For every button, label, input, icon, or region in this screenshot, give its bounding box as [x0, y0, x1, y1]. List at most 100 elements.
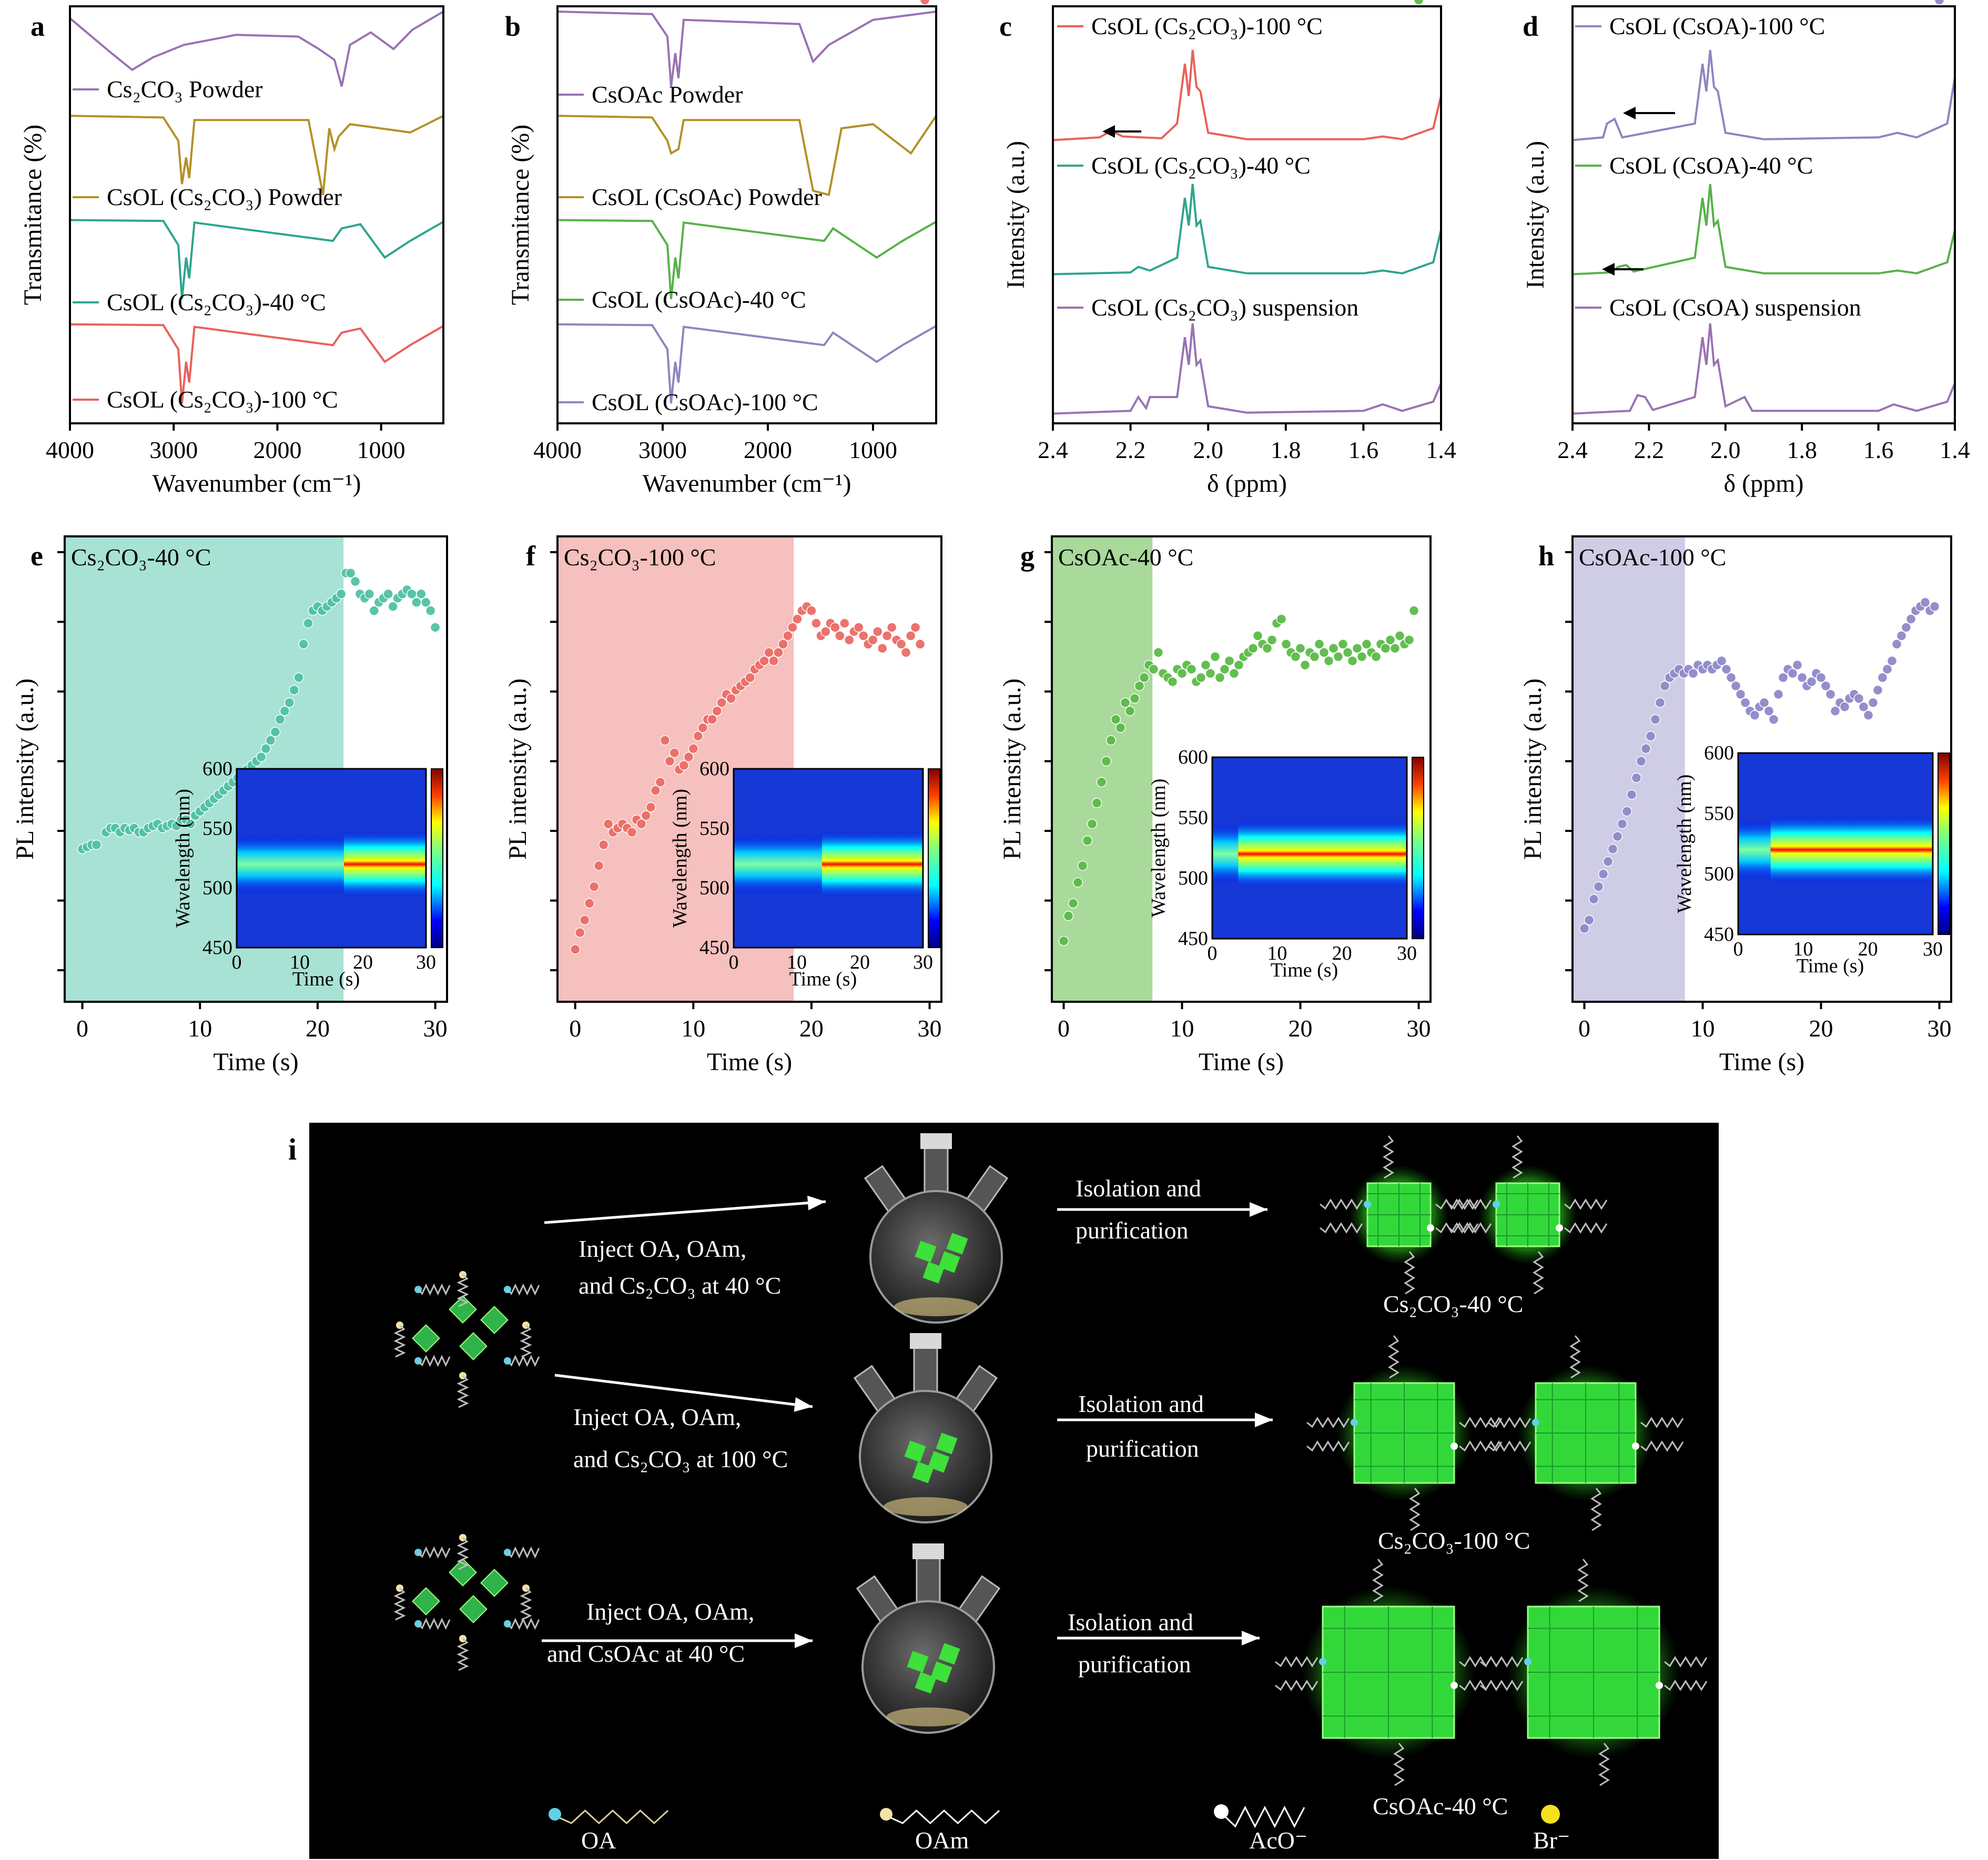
pl-point: [1617, 819, 1628, 829]
plot-frame: [64, 535, 448, 1003]
inset-x-tick-label: 0: [232, 951, 242, 973]
pl-point: [1134, 680, 1145, 692]
pl-point: [858, 631, 869, 641]
heatmap-band-weak: [734, 834, 822, 894]
ligand-head: [1319, 1658, 1326, 1665]
ligand-chain: [1388, 1335, 1399, 1379]
row2-isolation-line2: purification: [1086, 1435, 1199, 1462]
ligand-chain: [888, 1809, 1000, 1825]
ligand-chain: [1598, 1743, 1610, 1786]
ligand-chain: [506, 1546, 540, 1559]
pl-point: [364, 588, 375, 599]
ligand-chain: [393, 1587, 406, 1621]
pl-point: [1778, 672, 1789, 683]
flask-stopper: [912, 1543, 944, 1559]
pl-point: [1607, 843, 1618, 855]
pl-point: [626, 827, 637, 838]
legend-label: CsOL (CsOA) suspension: [1609, 294, 1861, 321]
legend-label: CsOL (CsOA)-100 °C: [1609, 13, 1825, 39]
flask-crystal: [912, 1461, 934, 1483]
ligand-chain: [1383, 1135, 1394, 1179]
pl-point: [598, 839, 609, 850]
x-axis-label: Wavenumber (cm⁻¹): [152, 470, 361, 497]
pl-point: [1659, 680, 1670, 692]
pl-point: [1120, 697, 1131, 708]
pl-point: [1886, 655, 1898, 666]
ligand-chain: [1480, 1680, 1524, 1691]
x-axis-label: Wavenumber (cm⁻¹): [642, 470, 851, 497]
pl-point: [697, 723, 708, 733]
pl-point: [388, 601, 398, 612]
panel-c: CsOL (Cs₂CO₃)-100 °C CsOL (Cs₂CO₃)-40 °C C…: [1002, 5, 1456, 497]
y-axis-label: PL intensity (a.u.): [998, 678, 1026, 860]
row1-inject-line2: and Cs₂CO₃ at 40 °C: [579, 1272, 781, 1299]
pl-point: [1891, 639, 1902, 649]
legend-label: CsOL (Cs₂CO₃) Powder: [107, 184, 342, 210]
pl-point: [1290, 652, 1301, 662]
pl-point: [185, 819, 196, 829]
pl-point: [1333, 652, 1344, 662]
pl-point: [1584, 914, 1595, 926]
legend-label: CsOL (CsOAc)-100 °C: [592, 389, 818, 415]
ligand-chain: [1409, 1488, 1421, 1531]
ftir-trace-a-3: [69, 219, 444, 300]
pl-point: [1210, 652, 1221, 662]
legend-label: Cs₂CO₃ Powder: [107, 76, 263, 103]
ligand-chain: [1577, 1559, 1589, 1602]
inset-x-tick-label: 30: [1923, 938, 1943, 960]
row1-isolation-line1: Isolation and: [1076, 1175, 1201, 1202]
ligand-chain: [1564, 1222, 1608, 1234]
pl-point: [896, 639, 907, 649]
ligand-head: [1451, 1442, 1458, 1450]
pl-point: [1200, 659, 1211, 670]
x-tick-label: 20: [306, 1015, 330, 1042]
inset-y-axis-label: Wavelength (nm): [669, 789, 691, 928]
pl-point: [265, 735, 276, 746]
ftir-trace-a-2: [69, 115, 444, 195]
pl-point: [416, 588, 427, 599]
pl-point: [1735, 689, 1746, 700]
pl-point: [260, 743, 271, 754]
panel-letter-e: e: [31, 540, 43, 572]
panel-b: CsOAc Powder CsOL (CsOAc) Powder CsOL (CsO…: [506, 5, 937, 497]
pl-point: [383, 588, 393, 599]
pl-point: [1839, 702, 1850, 712]
pl-point: [1058, 936, 1069, 947]
ligand-chain: [1488, 1417, 1531, 1428]
pl-point: [1087, 819, 1098, 829]
pl-point: [835, 631, 845, 641]
pl-point: [1773, 689, 1784, 700]
pl-point: [1612, 831, 1623, 842]
panel-letter-h: h: [1538, 540, 1554, 572]
pl-point: [1323, 655, 1334, 666]
heatmap-band-weak: [237, 834, 344, 894]
nmr-trace-d-3: [1572, 323, 1956, 415]
pl-point: [1905, 614, 1916, 624]
x-axis-label: δ (ppm): [1724, 470, 1804, 497]
pl-point: [303, 618, 313, 628]
panel-condition-tag: CsOAc-100 °C: [1579, 544, 1726, 571]
x-tick-label: 2000: [253, 436, 301, 463]
pl-point: [820, 626, 831, 637]
pl-point: [1380, 643, 1391, 654]
inset-x-tick-label: 10: [290, 951, 310, 973]
pl-point: [900, 647, 911, 658]
pl-point: [877, 643, 888, 654]
pl-point: [773, 647, 784, 658]
inset-y-tick-label: 550: [1178, 807, 1208, 829]
pl-point: [1262, 643, 1273, 654]
pl-point: [1716, 655, 1727, 666]
pl-point: [407, 588, 417, 599]
colorbar: [431, 768, 443, 948]
ligand-chain: [418, 1546, 451, 1559]
x-tick-label: 3000: [638, 436, 687, 463]
process-arrowhead: [1255, 1412, 1273, 1427]
ligand-head: [1351, 1419, 1358, 1426]
octahedron: [459, 1595, 488, 1623]
inset-x-tick-label: 30: [1397, 942, 1417, 964]
inset-y-tick-label: 500: [1704, 863, 1734, 885]
inset-x-tick-label: 20: [1858, 938, 1878, 960]
nanocrystal-icon: [1302, 1585, 1475, 1759]
inset-y-tick-label: 550: [699, 817, 729, 839]
panel-h: 0 10 20 30 Time (s) PL intensity (a.u.) CsOAc-…: [1519, 0, 1952, 1076]
